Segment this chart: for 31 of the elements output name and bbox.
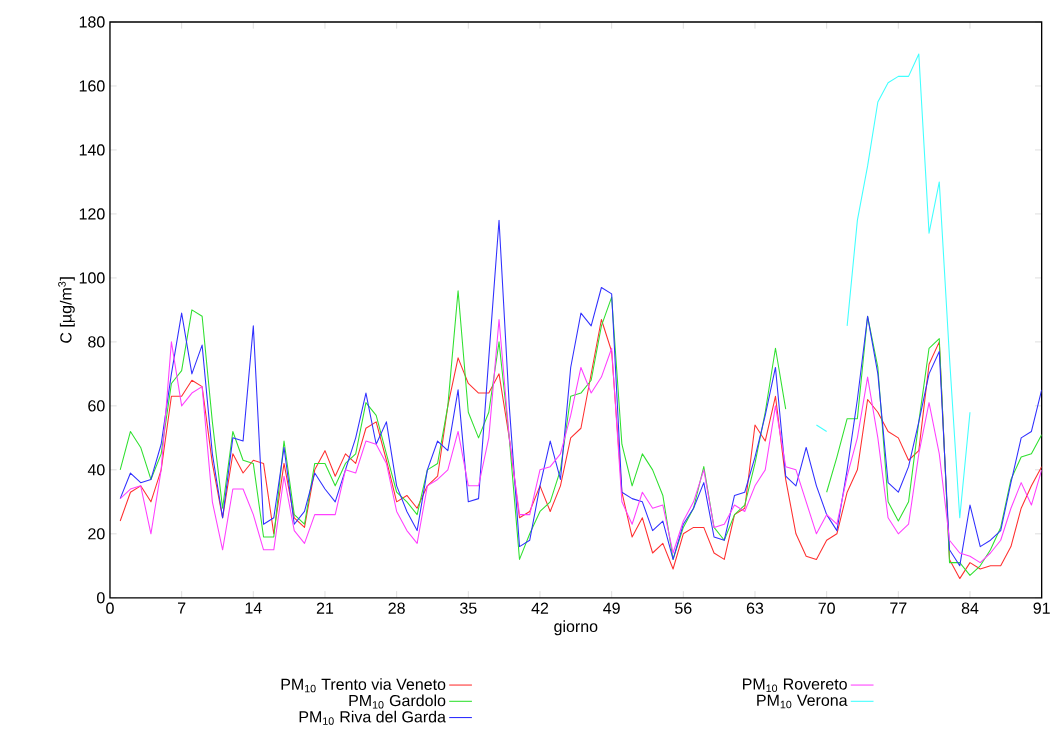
y-tick-label: 20 (88, 528, 105, 540)
x-tick-label: 28 (388, 602, 405, 614)
x-tick-label: 91 (1033, 602, 1050, 614)
x-tick-label: 0 (106, 602, 114, 614)
y-tick-label: 160 (79, 80, 105, 92)
y-tick-label: 180 (79, 16, 105, 28)
x-tick-label: 21 (316, 602, 334, 614)
x-tick-label: 70 (818, 602, 835, 614)
x-tick-label: 84 (961, 602, 979, 614)
legend-label: PM$_{10}$ Verona (757, 694, 848, 709)
x-tick-label: 7 (178, 602, 186, 614)
y-tick-label: 120 (79, 208, 105, 220)
y-tick-label: 40 (87, 464, 105, 476)
x-tick-label: 14 (245, 602, 262, 614)
y-tick-label: 80 (88, 336, 105, 348)
x-tick-label: 63 (746, 602, 764, 614)
y-tick-label: 100 (79, 272, 105, 284)
y-axis-title: C [µg/m$^{3}$] (58, 277, 75, 343)
x-tick-label: 77 (890, 602, 907, 614)
legend-label: PM$_{10}$ Riva del Garda (299, 710, 446, 725)
x-tick-label: 35 (460, 602, 477, 614)
y-tick-label: 0 (97, 592, 105, 604)
legend-label: PM$_{10}$ Trento via Veneto (281, 678, 446, 693)
legend-label: PM$_{10}$ Gardolo (349, 694, 446, 709)
legend-label: PM$_{10}$ Rovereto (743, 678, 847, 693)
x-tick-label: 56 (675, 602, 692, 614)
x-tick-label: 49 (603, 602, 620, 614)
x-tick-label: 42 (531, 602, 549, 614)
y-tick-label: 60 (88, 400, 105, 412)
x-axis-title: giorno (554, 620, 598, 636)
y-tick-label: 140 (79, 144, 105, 156)
